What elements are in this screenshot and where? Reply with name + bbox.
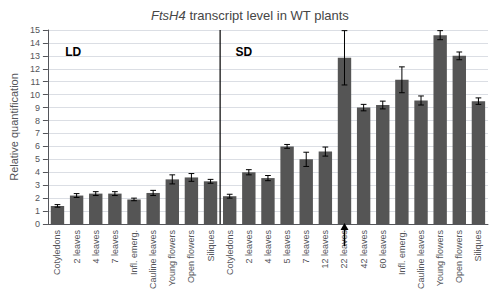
- svg-text:Open flowers: Open flowers: [186, 230, 196, 284]
- svg-text:LD: LD: [65, 45, 81, 59]
- svg-text:60 leaves: 60 leaves: [378, 230, 388, 269]
- svg-text:4: 4: [35, 167, 40, 177]
- svg-text:2 leaves: 2 leaves: [72, 230, 82, 264]
- svg-text:SD: SD: [235, 45, 252, 59]
- svg-text:Siliques: Siliques: [473, 230, 483, 262]
- svg-text:Infl. emerg.: Infl. emerg.: [397, 230, 407, 275]
- svg-text:4 leaves: 4 leaves: [263, 230, 273, 264]
- svg-text:Young flowers: Young flowers: [435, 230, 445, 287]
- svg-text:13: 13: [30, 51, 40, 61]
- svg-text:Young flowers: Young flowers: [167, 230, 177, 287]
- svg-text:0: 0: [35, 219, 40, 229]
- svg-text:14: 14: [30, 38, 40, 48]
- svg-text:7: 7: [35, 128, 40, 138]
- svg-text:5 leaves: 5 leaves: [282, 230, 292, 264]
- svg-text:9: 9: [35, 103, 40, 113]
- svg-text:Infl. emerg.: Infl. emerg.: [129, 230, 139, 275]
- svg-text:1: 1: [35, 206, 40, 216]
- svg-text:8: 8: [35, 116, 40, 126]
- svg-text:6: 6: [35, 141, 40, 151]
- svg-text:FtsH4: FtsH4: [151, 8, 186, 23]
- svg-text:15: 15: [30, 25, 40, 35]
- svg-text:7 leaves: 7 leaves: [110, 230, 120, 264]
- svg-text:Cotyledons: Cotyledons: [225, 230, 235, 276]
- svg-text:12 leaves: 12 leaves: [320, 230, 330, 269]
- svg-text:Relative quantification: Relative quantification: [8, 73, 20, 181]
- svg-text:transcript level in WT plants: transcript level in WT plants: [186, 8, 350, 23]
- svg-text:42 leaves: 42 leaves: [359, 230, 369, 269]
- svg-text:Cotyledons: Cotyledons: [52, 230, 62, 276]
- svg-text:Open flowers: Open flowers: [454, 230, 464, 284]
- svg-text:12: 12: [30, 64, 40, 74]
- svg-text:22 leaves: 22 leaves: [339, 230, 350, 269]
- svg-text:Cauline leaves: Cauline leaves: [416, 230, 426, 290]
- svg-text:4 leaves: 4 leaves: [91, 230, 101, 264]
- svg-text:3: 3: [35, 180, 40, 190]
- svg-text:2: 2: [35, 193, 40, 203]
- svg-text:Cauline leaves: Cauline leaves: [148, 230, 158, 290]
- svg-text:Siliques: Siliques: [206, 230, 216, 262]
- svg-text:2 leaves: 2 leaves: [244, 230, 254, 264]
- svg-text:11: 11: [31, 77, 40, 87]
- svg-text:10: 10: [30, 90, 40, 100]
- svg-text:5: 5: [35, 154, 40, 164]
- svg-text:7 leaves: 7 leaves: [301, 230, 311, 264]
